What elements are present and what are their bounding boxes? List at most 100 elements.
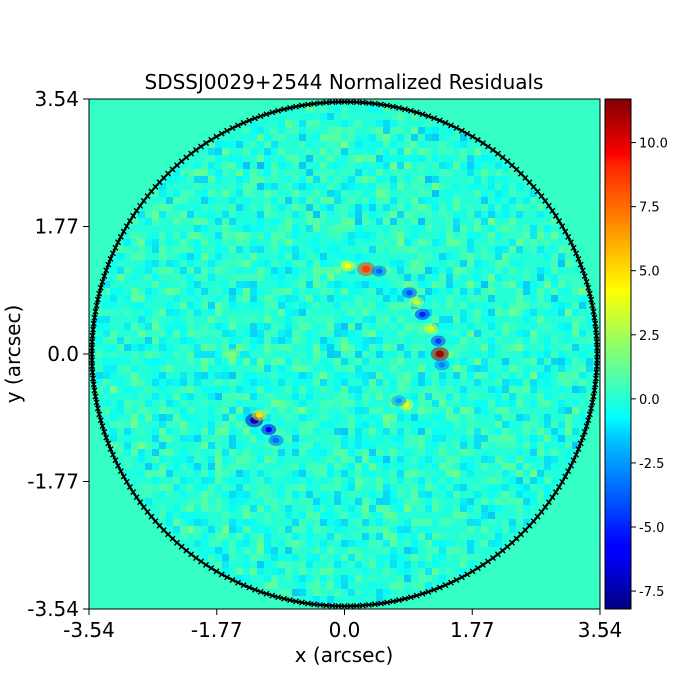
noise-cell (187, 386, 194, 393)
noise-cell (250, 141, 257, 148)
noise-cell (215, 561, 222, 568)
noise-cell (138, 491, 145, 498)
noise-cell (313, 351, 320, 358)
mask-marker (583, 423, 590, 430)
noise-cell (348, 400, 355, 407)
noise-cell (453, 400, 460, 407)
mask-marker (105, 440, 112, 447)
noise-cell (292, 442, 299, 449)
noise-cell (215, 421, 222, 428)
mask-marker (240, 119, 247, 126)
noise-cell (229, 218, 236, 225)
noise-cell (411, 197, 418, 204)
noise-cell (201, 274, 208, 281)
noise-cell (404, 505, 411, 512)
noise-cell (306, 393, 313, 400)
noise-cell (516, 512, 523, 519)
noise-cell (453, 141, 460, 148)
noise-cell (145, 351, 152, 358)
mask-marker (425, 588, 432, 595)
noise-cell (341, 449, 348, 456)
noise-cell (187, 505, 194, 512)
mask-marker (365, 601, 372, 608)
noise-cell (243, 295, 250, 302)
noise-cell (327, 232, 334, 239)
noise-cell (348, 449, 355, 456)
noise-cell (488, 232, 495, 239)
noise-cell (586, 316, 593, 323)
noise-cell (460, 330, 467, 337)
mask-marker (559, 223, 566, 230)
noise-cell (383, 134, 390, 141)
noise-cell (425, 379, 432, 386)
noise-cell (271, 582, 278, 589)
noise-cell (544, 393, 551, 400)
noise-cell (467, 449, 474, 456)
noise-cell (383, 155, 390, 162)
noise-cell (278, 358, 285, 365)
mask-marker (447, 579, 454, 586)
noise-cell (222, 239, 229, 246)
noise-cell (376, 372, 383, 379)
noise-cell (390, 218, 397, 225)
noise-cell (194, 533, 201, 540)
noise-cell (446, 456, 453, 463)
noise-cell (362, 253, 369, 260)
noise-cell (474, 372, 481, 379)
noise-cell (159, 274, 166, 281)
noise-cell (516, 211, 523, 218)
noise-cell (229, 407, 236, 414)
noise-cell (327, 316, 334, 323)
y-tick-label: 1.77 (34, 215, 79, 239)
noise-cell (194, 176, 201, 183)
noise-cell (208, 421, 215, 428)
noise-cell (264, 484, 271, 491)
noise-cell (404, 141, 411, 148)
noise-cell (376, 505, 383, 512)
noise-cell (299, 386, 306, 393)
noise-cell (411, 428, 418, 435)
noise-cell (152, 316, 159, 323)
noise-cell (523, 491, 530, 498)
noise-cell (579, 281, 586, 288)
noise-cell (432, 372, 439, 379)
noise-cell (397, 358, 404, 365)
noise-cell (306, 484, 313, 491)
noise-cell (124, 337, 131, 344)
noise-cell (460, 463, 467, 470)
noise-cell (446, 428, 453, 435)
noise-cell (509, 197, 516, 204)
noise-cell (285, 316, 292, 323)
noise-cell (229, 330, 236, 337)
noise-cell (460, 232, 467, 239)
noise-cell (404, 176, 411, 183)
noise-cell (229, 281, 236, 288)
noise-cell (523, 372, 530, 379)
noise-cell (173, 232, 180, 239)
mask-marker (562, 228, 569, 235)
noise-cell (530, 498, 537, 505)
noise-cell (341, 470, 348, 477)
noise-cell (180, 197, 187, 204)
noise-cell (271, 246, 278, 253)
noise-cell (278, 120, 285, 127)
noise-cell (432, 176, 439, 183)
noise-cell (131, 239, 138, 246)
noise-cell (439, 323, 446, 330)
noise-cell (180, 407, 187, 414)
noise-cell (264, 309, 271, 316)
noise-cell (460, 484, 467, 491)
noise-cell (299, 337, 306, 344)
noise-cell (516, 414, 523, 421)
noise-cell (439, 554, 446, 561)
noise-cell (117, 337, 124, 344)
noise-cell (257, 232, 264, 239)
noise-cell (404, 561, 411, 568)
noise-cell (418, 442, 425, 449)
mask-marker (464, 571, 471, 578)
noise-cell (397, 533, 404, 540)
noise-cell (194, 204, 201, 211)
mask-marker (92, 393, 99, 400)
noise-cell (159, 442, 166, 449)
noise-cell (376, 533, 383, 540)
